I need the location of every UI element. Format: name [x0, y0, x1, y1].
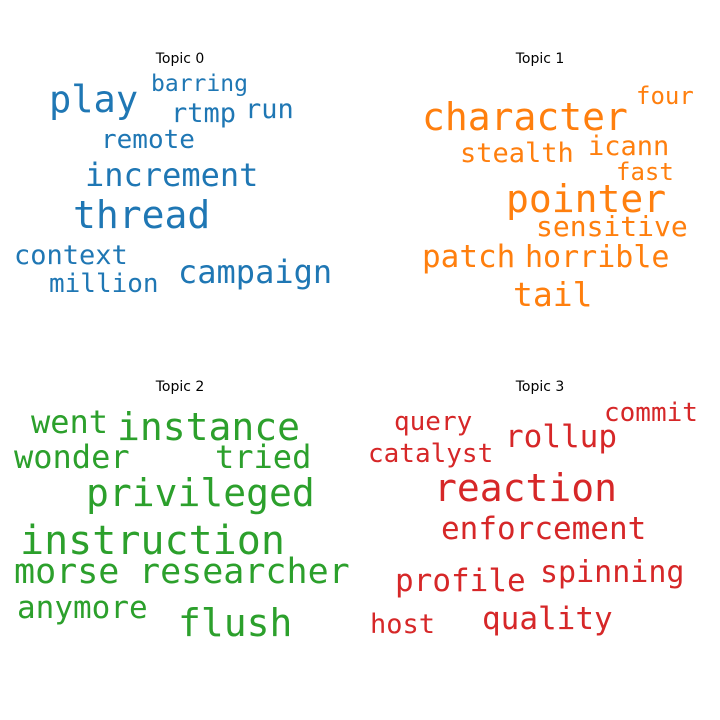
- topic-0-word: remote: [101, 125, 195, 155]
- topic-1-word: horrible: [525, 240, 670, 275]
- topic-0-word: barring: [151, 71, 248, 97]
- topic-2-word: flush: [178, 601, 293, 645]
- topic-2-word: instance: [117, 405, 301, 449]
- topic-1-word: pointer: [506, 177, 667, 221]
- topic-1-word: patch: [422, 239, 516, 275]
- topic-2-word: researcher: [139, 552, 350, 592]
- topic-3-word: rollup: [505, 419, 617, 455]
- topic-2-word: morse: [14, 552, 120, 592]
- topic-3-word: quality: [482, 601, 613, 637]
- topic-0-word: context: [14, 240, 128, 271]
- topic-1-word: character: [422, 95, 628, 139]
- topic-1-word: stealth: [460, 138, 574, 169]
- topic-0-word: run: [245, 94, 294, 125]
- topic-2-word: went: [31, 403, 109, 441]
- topic-2-word: wonder: [14, 438, 130, 476]
- topic-1-title: Topic 1: [515, 51, 565, 67]
- topic-0-word: campaign: [178, 253, 333, 291]
- topic-3-word: host: [370, 609, 436, 640]
- topic-1-word: four: [636, 82, 694, 110]
- topic-0-word: million: [49, 269, 159, 299]
- topic-2-word: anymore: [17, 590, 148, 626]
- topic-1-word: tail: [513, 275, 593, 314]
- topic-3-panel: Topic 3 commit query rollup catalyst rea…: [360, 328, 720, 688]
- topic-0-word: play: [49, 78, 139, 121]
- topic-1-word: fast: [616, 158, 674, 186]
- topic-3-word: commit: [604, 398, 698, 428]
- topic-0-panel: Topic 0 barring play rtmp run remote inc…: [0, 0, 360, 360]
- topic-0-word: increment: [85, 156, 259, 194]
- topic-1-word: icann: [588, 131, 670, 162]
- topic-2-word: instruction: [20, 518, 285, 564]
- topic-2-panel: Topic 2 went instance wonder tried privi…: [0, 328, 360, 688]
- topic-3-word: enforcement: [441, 511, 647, 547]
- topic-2-word: privileged: [86, 471, 315, 515]
- topic-3-word: spinning: [540, 555, 685, 590]
- topic-3-word: reaction: [434, 466, 618, 510]
- topic-3-title: Topic 3: [515, 379, 565, 395]
- topic-2-word: tried: [215, 438, 312, 476]
- topic-3-word: catalyst: [368, 439, 494, 469]
- topic-2-title: Topic 2: [155, 379, 205, 395]
- topic-1-panel: Topic 1 four character icann stealth fas…: [360, 0, 720, 360]
- topic-0-word: rtmp: [171, 98, 237, 129]
- topic-0-word: thread: [73, 193, 211, 237]
- topic-0-title: Topic 0: [155, 51, 205, 67]
- topic-3-word: profile: [395, 563, 526, 599]
- topic-3-word: query: [394, 407, 473, 437]
- topic-1-word: sensitive: [536, 210, 688, 243]
